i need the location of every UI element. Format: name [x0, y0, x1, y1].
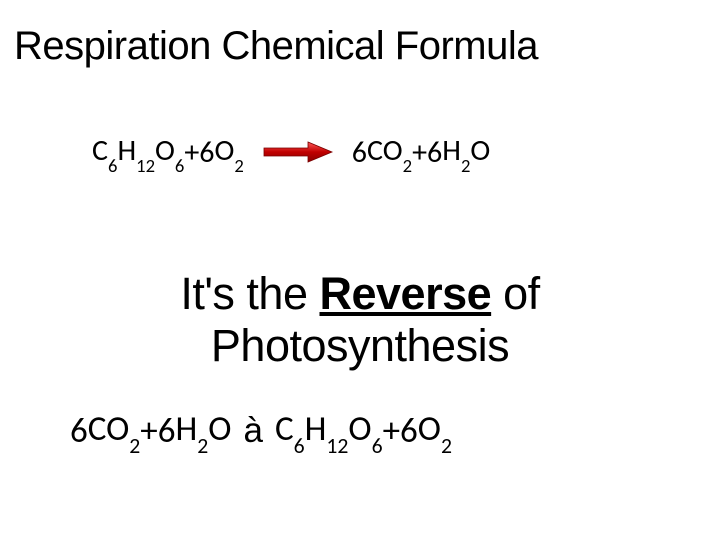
h-subscript: 12	[326, 432, 348, 459]
oxygen-formula: O2	[214, 132, 243, 172]
oxygen-symbol: O	[155, 132, 175, 169]
oxygen-subscript: 6	[175, 154, 184, 177]
h-symbol: H	[442, 132, 461, 169]
water-formula: H2O	[175, 408, 231, 454]
h-subscript: 2	[197, 432, 208, 459]
o2-subscript: 2	[441, 432, 452, 459]
co2-base: CO	[88, 408, 130, 450]
carbon-symbol: C	[92, 132, 108, 169]
plus-sign: +	[383, 410, 400, 452]
o2-base: O	[418, 408, 441, 450]
glucose-formula: C6H12O6	[92, 132, 184, 172]
glucose-formula: C6H12O6	[275, 408, 383, 454]
h-symbol: H	[305, 408, 327, 450]
plus-sign: +	[140, 410, 157, 452]
reverse-statement: It's the Reverse of Photosynthesis	[0, 268, 720, 372]
c-symbol: C	[275, 408, 294, 450]
plus-sign: +	[184, 134, 199, 171]
c-subscript: 6	[294, 432, 305, 459]
o-symbol: O	[208, 408, 231, 450]
statement-line2: Photosynthesis	[211, 320, 509, 371]
statement-part1: It's the	[180, 268, 319, 319]
o2-subscript: 2	[234, 154, 243, 177]
o-symbol: O	[470, 132, 490, 169]
o-subscript: 6	[372, 432, 383, 459]
statement-emphasis: Reverse	[319, 268, 491, 319]
carbon-subscript: 6	[108, 154, 117, 177]
hydrogen-symbol: H	[117, 132, 136, 169]
co2-subscript: 2	[403, 154, 412, 177]
o2-coefficient: 6	[400, 410, 418, 452]
h-subscript: 2	[461, 154, 470, 177]
co2-formula: CO2	[367, 132, 412, 172]
co2-base: CO	[367, 132, 403, 169]
h-symbol: H	[175, 408, 197, 450]
slide-title: Respiration Chemical Formula	[14, 24, 538, 69]
respiration-equation: C6H12O6 + 6 O2 6 CO2 + 6 H2O	[92, 132, 490, 172]
co2-formula: CO2	[88, 408, 141, 454]
hydrogen-subscript: 12	[136, 154, 155, 177]
plus-sign: +	[412, 134, 427, 171]
h2o-coefficient: 6	[427, 134, 442, 171]
o2-base: O	[214, 132, 234, 169]
o2-coefficient: 6	[199, 134, 214, 171]
co2-coefficient: 6	[70, 410, 88, 452]
statement-part2: of	[491, 268, 540, 319]
co2-subscript: 2	[129, 432, 140, 459]
oxygen-formula: O2	[418, 408, 452, 454]
yields-arrow-icon: à	[243, 411, 262, 451]
co2-coefficient: 6	[352, 134, 367, 171]
reaction-arrow-icon	[262, 140, 334, 164]
water-formula: H2O	[442, 132, 490, 172]
photosynthesis-equation: 6 CO2 + 6 H2O à C6H12O6 + 6 O2	[70, 408, 452, 454]
o-symbol: O	[348, 408, 371, 450]
h2o-coefficient: 6	[158, 410, 176, 452]
